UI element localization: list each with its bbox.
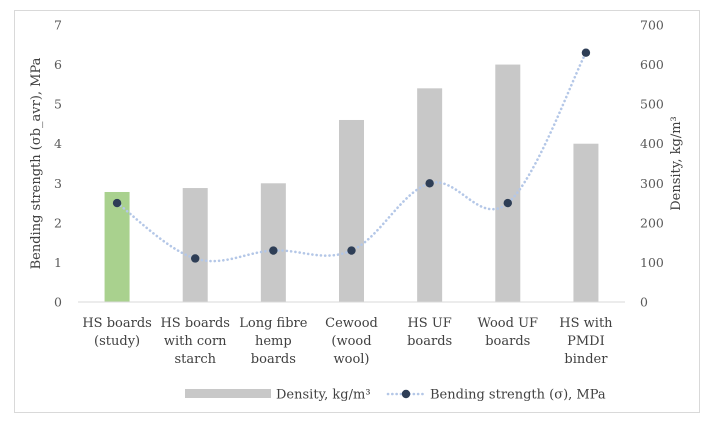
right-tick-label: 0 (640, 295, 648, 310)
left-tick-label: 0 (54, 295, 62, 310)
density-bar-3 (260, 183, 286, 302)
category-label-6: Wood UF boards (477, 316, 538, 349)
density-bar-5 (417, 88, 443, 302)
left-tick-label: 5 (54, 97, 62, 112)
density-bar-6 (495, 64, 521, 302)
right-tick-label: 700 (640, 18, 664, 33)
legend: Density, kg/m³ Bending strength (σ), MPa (185, 388, 606, 403)
legend-bending-strength-marker (401, 389, 411, 399)
category-labels: HS boards (study) HS boards with corn starch… (82, 316, 613, 367)
right-tick-label: 200 (640, 215, 664, 230)
category-label-5: HS UF boards (407, 316, 452, 349)
bending-strength-point-7 (581, 48, 591, 57)
right-tick-label: 500 (640, 97, 664, 112)
left-tick-label: 7 (54, 18, 62, 33)
left-tick-label: 1 (54, 255, 62, 270)
right-tick-label: 100 (640, 255, 664, 270)
left-axis-ticks: 0 1 2 3 4 5 6 7 (54, 18, 62, 310)
left-tick-label: 4 (54, 136, 62, 151)
density-bar-4 (339, 119, 364, 302)
left-tick-label: 6 (54, 57, 62, 72)
density-bar-1 (104, 191, 130, 302)
bending-strength-point-1 (112, 198, 122, 208)
left-tick-label: 2 (54, 215, 62, 230)
left-axis-title: Bending strength (σb_avr), MPa (29, 57, 44, 269)
category-label-3: Long fibre hemp boards (239, 316, 307, 367)
category-label-7: HS with PMDI binder (559, 316, 613, 367)
left-tick-label: 3 (54, 176, 62, 191)
density-bar-7 (573, 143, 599, 302)
right-axis-title: Density, kg/m³ (669, 116, 684, 211)
bending-strength-points (112, 48, 591, 263)
legend-bending-strength-label: Bending strength (σ), MPa (430, 388, 606, 403)
density-bars (104, 64, 599, 302)
category-label-4: Cewood (wood wool) (325, 316, 378, 367)
right-tick-label: 400 (640, 136, 664, 151)
category-label-2: HS boards with corn starch (160, 316, 229, 367)
right-tick-label: 600 (640, 57, 664, 72)
bending-strength-point-3 (269, 246, 278, 255)
legend-density-label: Density, kg/m³ (276, 388, 371, 403)
bending-strength-point-5 (425, 179, 434, 188)
bending-strength-point-6 (503, 198, 512, 208)
category-label-1: HS boards (study) (82, 316, 151, 349)
density-bar-2 (182, 188, 208, 302)
bending-strength-point-4 (347, 246, 356, 255)
right-tick-label: 300 (640, 176, 664, 191)
right-axis-ticks: 0 100 200 300 400 500 600 700 (640, 18, 664, 310)
bending-strength-point-2 (191, 254, 200, 263)
legend-density-swatch (185, 389, 271, 398)
